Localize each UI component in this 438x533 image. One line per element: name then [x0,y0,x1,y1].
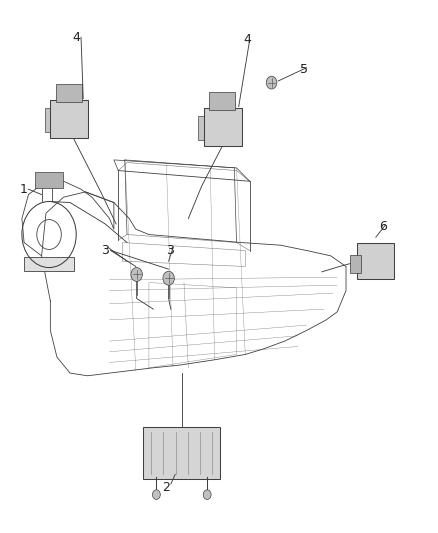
Text: 4: 4 [72,31,80,44]
Circle shape [131,268,142,281]
FancyBboxPatch shape [24,257,74,271]
Circle shape [163,271,174,285]
Text: 1: 1 [20,183,28,196]
Circle shape [152,490,160,499]
FancyBboxPatch shape [143,427,220,479]
FancyBboxPatch shape [45,108,55,132]
FancyBboxPatch shape [209,92,235,110]
FancyBboxPatch shape [357,243,394,279]
FancyBboxPatch shape [350,255,361,273]
FancyBboxPatch shape [50,100,88,138]
Text: 5: 5 [300,63,308,76]
Text: 2: 2 [162,481,170,494]
Text: 3: 3 [101,244,109,257]
FancyBboxPatch shape [198,116,208,140]
Text: 4: 4 [243,34,251,46]
Text: 3: 3 [166,244,174,257]
FancyBboxPatch shape [56,84,82,102]
FancyBboxPatch shape [204,108,242,146]
Text: 6: 6 [379,220,387,233]
Circle shape [266,76,277,89]
FancyBboxPatch shape [35,172,63,188]
Circle shape [203,490,211,499]
